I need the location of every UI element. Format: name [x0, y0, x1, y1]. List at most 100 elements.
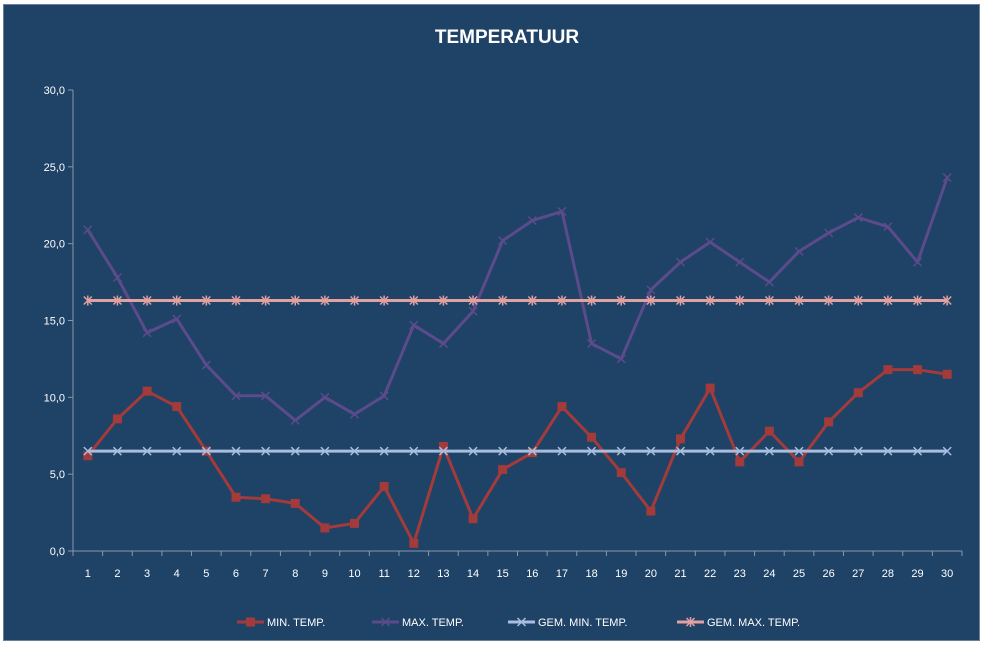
- data-point: [438, 339, 448, 349]
- data-point: [557, 206, 567, 216]
- x-tick-label: 10: [348, 568, 360, 580]
- marker-stroke: [764, 446, 774, 456]
- marker-stroke: [231, 391, 241, 401]
- data-point: [794, 446, 804, 456]
- data-point: [231, 446, 241, 456]
- legend-label: GEM. MAX. TEMP.: [707, 617, 800, 629]
- x-tick-label: 29: [911, 568, 923, 580]
- legend-swatch-marker: [380, 617, 391, 627]
- legend: MIN. TEMP. MAX. TEMP. GEM. MIN. TEMP. GEM. …: [237, 617, 800, 629]
- data-point: [557, 295, 567, 306]
- legend-label: MIN. TEMP.: [267, 617, 325, 629]
- data-point: [409, 446, 419, 456]
- marker-stroke: [824, 446, 834, 456]
- data-point: [824, 295, 834, 306]
- series-gem-max-temp: [83, 295, 952, 306]
- marker-stroke: [942, 173, 952, 183]
- data-point: [616, 446, 626, 456]
- marker-stroke: [349, 409, 360, 419]
- data-point: [587, 446, 597, 456]
- marker-stroke: [527, 446, 537, 456]
- marker-stroke: [705, 237, 715, 247]
- marker-stroke: [290, 446, 300, 456]
- data-point: [290, 415, 300, 425]
- series-max-temp: [83, 173, 952, 425]
- axes: 0,05,010,015,020,025,030,01 2 3 4 5 6 7 8 9 10 11 1…: [44, 85, 963, 580]
- legend-label: GEM. MIN. TEMP.: [538, 617, 627, 629]
- marker-stroke: [320, 392, 330, 402]
- data-point: [290, 446, 300, 456]
- data-point: [764, 277, 774, 287]
- data-point: [438, 446, 448, 456]
- plot-area: [83, 173, 952, 548]
- data-point: [438, 295, 448, 306]
- data-point: [112, 295, 122, 306]
- marker-stroke: [320, 446, 330, 456]
- x-tick-label: 3: [144, 568, 150, 580]
- data-point: [824, 417, 834, 427]
- marker-stroke: [705, 446, 715, 456]
- data-point: [942, 446, 952, 456]
- x-tick-label: 20: [645, 568, 657, 580]
- data-point: [468, 295, 478, 306]
- data-point: [675, 257, 686, 267]
- data-point: [557, 446, 567, 456]
- marker-stroke: [438, 446, 448, 456]
- marker-stroke: [379, 391, 389, 401]
- data-point: [290, 498, 300, 508]
- marker-stroke: [824, 228, 834, 238]
- data-point: [320, 446, 330, 456]
- data-point: [735, 457, 745, 467]
- x-tick-label: 25: [793, 568, 805, 580]
- data-point: [142, 386, 152, 396]
- data-point: [201, 360, 211, 370]
- x-tick-label: 13: [437, 568, 449, 580]
- marker-stroke: [83, 225, 93, 235]
- marker-stroke: [616, 446, 626, 456]
- marker-stroke: [83, 446, 93, 456]
- marker-stroke: [379, 446, 389, 456]
- x-tick-label: 16: [526, 568, 538, 580]
- legend-item: MAX. TEMP.: [372, 617, 464, 629]
- series-min-temp: [83, 365, 952, 548]
- series-line: [86, 177, 949, 422]
- marker-stroke: [290, 415, 300, 425]
- marker-stroke: [201, 446, 211, 456]
- data-point: [616, 468, 626, 478]
- marker-stroke: [616, 354, 626, 364]
- data-point: [320, 295, 330, 306]
- y-tick-label: 30,0: [44, 85, 65, 97]
- x-tick-label: 6: [233, 568, 239, 580]
- data-point: [675, 295, 686, 306]
- marker-stroke: [112, 272, 122, 283]
- x-tick-label: 30: [941, 568, 953, 580]
- data-point: [261, 295, 271, 306]
- data-point: [853, 446, 863, 456]
- x-tick-label: 14: [467, 568, 479, 580]
- data-point: [409, 295, 419, 306]
- x-tick-label: 23: [734, 568, 746, 580]
- data-point: [587, 432, 597, 442]
- marker-stroke: [883, 222, 893, 232]
- data-point: [616, 295, 626, 306]
- data-point: [142, 295, 152, 306]
- data-point: [112, 272, 122, 283]
- data-point: [379, 295, 389, 306]
- data-point: [913, 257, 923, 267]
- data-point: [527, 216, 537, 226]
- legend-item: MIN. TEMP.: [237, 617, 325, 629]
- marker-stroke: [764, 277, 774, 287]
- legend-item: GEM. MAX. TEMP.: [677, 617, 800, 629]
- marker-stroke: [557, 206, 567, 216]
- marker-stroke: [675, 257, 686, 267]
- data-point: [409, 320, 419, 330]
- data-point: [231, 492, 241, 502]
- data-point: [349, 409, 360, 419]
- marker-stroke: [587, 446, 597, 456]
- marker-stroke: [646, 285, 656, 295]
- y-tick-label: 0,0: [50, 546, 65, 558]
- data-point: [527, 446, 537, 456]
- marker-stroke: [261, 391, 271, 401]
- data-point: [646, 446, 656, 456]
